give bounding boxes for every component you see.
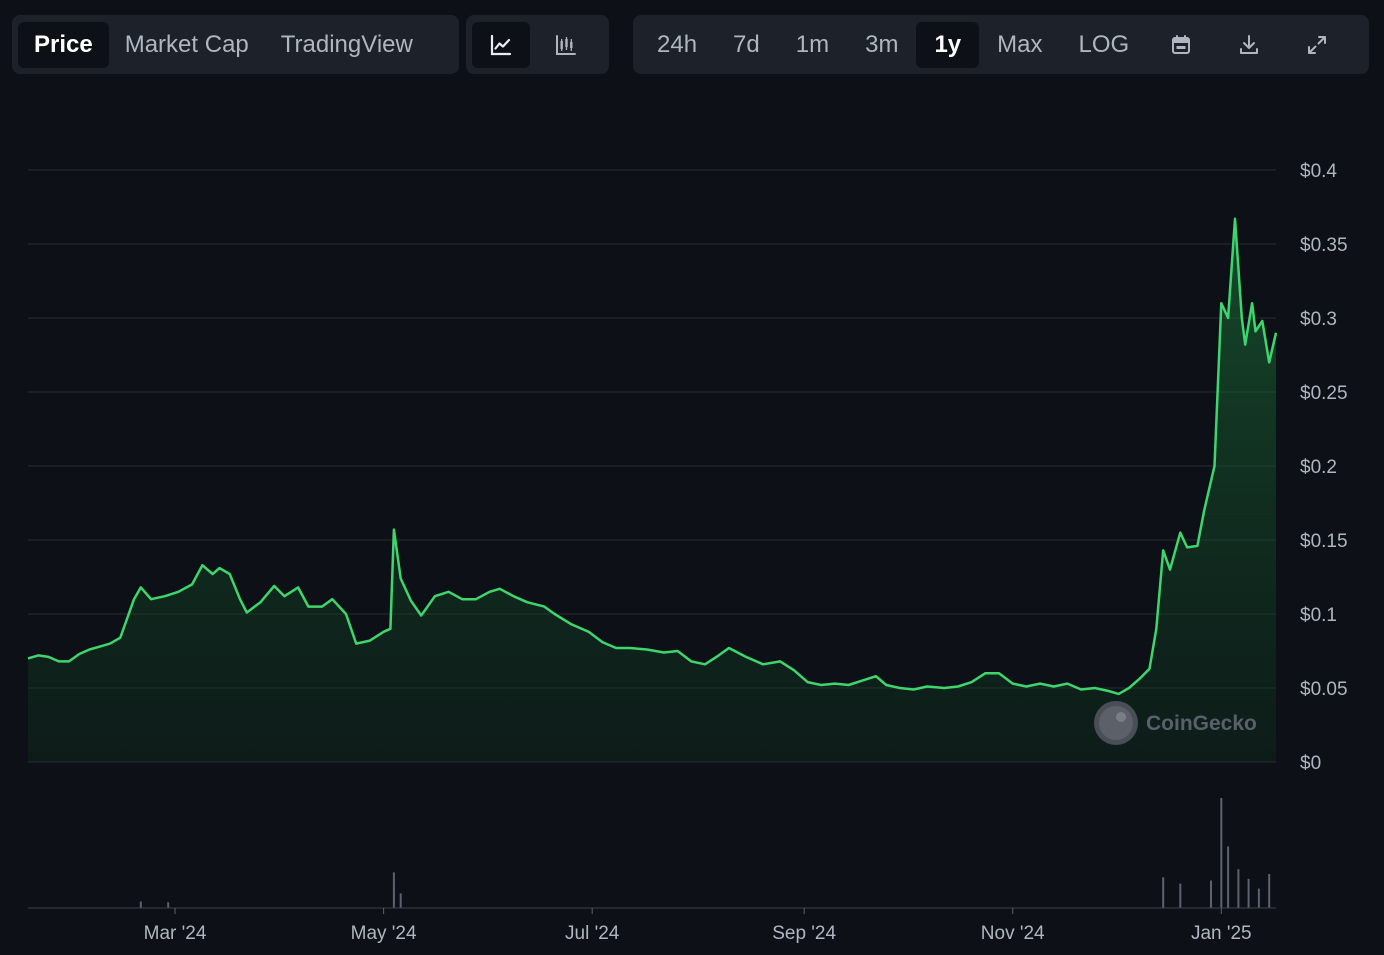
y-tick-label: $0.1 — [1300, 605, 1337, 626]
range-1m[interactable]: 1m — [795, 30, 830, 58]
chart-type-bar — [466, 15, 609, 74]
range-24h[interactable]: 24h — [657, 30, 698, 58]
range-max[interactable]: Max — [997, 30, 1043, 58]
range-bar: 24h 7d 1m 3m 1y Max LOG — [633, 15, 1369, 74]
coingecko-watermark: CoinGecko — [1094, 701, 1257, 745]
y-tick-label: $0 — [1300, 753, 1321, 774]
x-axis-labels: Mar '24 May '24 Jul '24 Sep '24 Nov '24 Jan '… — [144, 908, 1252, 944]
y-tick-label: $0.35 — [1300, 235, 1348, 256]
x-tick-label: Mar '24 — [144, 923, 207, 944]
download-icon — [1240, 34, 1259, 54]
line-chart-button[interactable] — [472, 21, 530, 68]
range-1y[interactable]: 1y — [916, 21, 980, 68]
volume-bar — [1179, 883, 1182, 908]
volume-bar — [1220, 798, 1223, 908]
y-tick-label: $0.3 — [1300, 309, 1337, 330]
log-scale-toggle[interactable]: LOG — [1078, 30, 1130, 58]
x-tick-label: Nov '24 — [981, 923, 1045, 944]
calendar-icon — [1172, 34, 1191, 54]
volume-bars — [139, 798, 1271, 908]
y-tick-label: $0.25 — [1300, 383, 1348, 404]
volume-bar — [399, 893, 402, 908]
candlestick-chart-button[interactable] — [538, 22, 596, 68]
y-tick-label: $0.05 — [1300, 679, 1348, 700]
view-tab-bar: Price Market Cap TradingView — [12, 15, 459, 74]
fullscreen-button[interactable] — [1283, 22, 1351, 68]
volume-bar — [167, 902, 170, 908]
y-axis-labels: $0 $0.05 $0.1 $0.15 $0.2 $0.25 $0.3 $0.35 $0.4 — [1300, 161, 1348, 774]
tab-price[interactable]: Price — [18, 21, 109, 68]
candlestick-chart-icon — [556, 34, 577, 55]
volume-bar — [1268, 874, 1271, 908]
line-chart-icon — [490, 34, 511, 55]
volume-bar — [1162, 877, 1165, 908]
x-tick-label: Jan '25 — [1191, 923, 1252, 944]
y-tick-label: $0.2 — [1300, 457, 1337, 478]
volume-bar — [1257, 888, 1260, 908]
volume-bar — [1247, 878, 1250, 908]
volume-bar — [1237, 869, 1240, 908]
tab-tradingview[interactable]: TradingView — [280, 30, 413, 58]
calendar-button[interactable] — [1147, 22, 1215, 68]
volume-bar — [1210, 880, 1212, 908]
x-tick-label: Sep '24 — [772, 923, 836, 944]
y-tick-label: $0.15 — [1300, 531, 1348, 552]
watermark-text: CoinGecko — [1146, 712, 1257, 735]
volume-bar — [1227, 846, 1230, 908]
download-button[interactable] — [1215, 22, 1283, 68]
price-line — [27, 217, 1278, 696]
range-3m[interactable]: 3m — [865, 30, 899, 58]
volume-bar — [139, 901, 142, 908]
range-7d[interactable]: 7d — [733, 30, 760, 58]
tab-market-cap[interactable]: Market Cap — [124, 30, 249, 58]
fullscreen-icon — [1308, 35, 1327, 54]
volume-bar — [392, 872, 395, 908]
price-area-fill — [28, 218, 1276, 763]
x-tick-label: May '24 — [351, 923, 417, 944]
y-tick-label: $0.4 — [1300, 161, 1337, 182]
x-tick-label: Jul '24 — [565, 923, 620, 944]
